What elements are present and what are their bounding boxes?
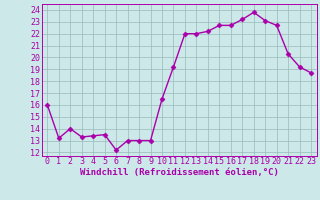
X-axis label: Windchill (Refroidissement éolien,°C): Windchill (Refroidissement éolien,°C) bbox=[80, 168, 279, 177]
